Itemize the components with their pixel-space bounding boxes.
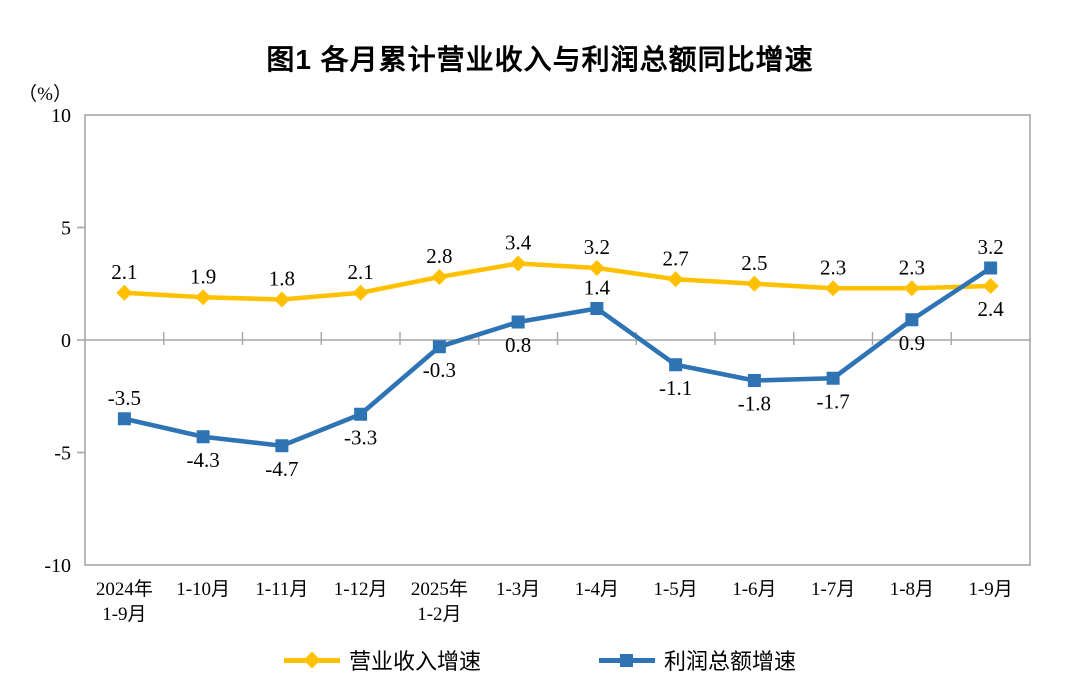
profit-marker <box>826 371 840 385</box>
revenue-marker <box>982 278 999 294</box>
profit-data-label: -3.3 <box>344 425 377 449</box>
profit-data-label: 3.2 <box>978 235 1004 259</box>
x-axis-label: 1-9月 <box>968 579 1012 600</box>
revenue-data-label: 1.8 <box>269 267 295 291</box>
profit-data-label: -4.7 <box>265 457 298 481</box>
profit-data-label: -3.5 <box>108 386 141 410</box>
diamond-marker-icon <box>303 651 321 669</box>
y-axis-tick-label: 5 <box>61 218 71 240</box>
profit-legend-label: 利润总额增速 <box>664 649 797 674</box>
revenue-marker <box>431 269 448 285</box>
revenue-marker <box>825 280 842 297</box>
profit-data-label: -4.3 <box>187 448 220 472</box>
x-axis-label: 2024年 1-9月 <box>96 578 153 625</box>
revenue-data-label: 3.2 <box>584 235 610 259</box>
revenue-data-label: 2.3 <box>820 255 846 279</box>
x-axis-label: 1-5月 <box>653 579 697 600</box>
revenue-data-label: 2.1 <box>348 260 374 284</box>
profit-marker <box>905 313 919 327</box>
x-axis-label: 2025年 1-2月 <box>411 578 468 625</box>
revenue-data-label: 2.8 <box>426 244 452 268</box>
profit-marker <box>196 430 210 444</box>
square-marker-icon <box>620 653 633 667</box>
profit-marker <box>432 340 446 354</box>
profit-marker <box>669 358 683 372</box>
legend-item-profit: 利润总额增速 <box>599 644 796 676</box>
profit-marker <box>275 439 289 453</box>
revenue-marker <box>667 271 684 288</box>
revenue-data-label: 2.1 <box>111 260 137 284</box>
x-axis-label: 1-6月 <box>732 579 776 600</box>
x-axis-label: 1-11月 <box>255 579 308 600</box>
profit-data-label: 0.8 <box>505 333 531 357</box>
profit-data-label: -1.7 <box>817 389 850 413</box>
profit-data-label: -1.8 <box>738 392 771 416</box>
revenue-marker <box>352 284 369 301</box>
revenue-marker <box>510 255 527 272</box>
profit-data-label: 0.9 <box>899 331 925 355</box>
revenue-data-label: 2.7 <box>663 246 689 270</box>
x-axis-label: 1-12月 <box>334 579 388 600</box>
revenue-legend-marker-icon <box>283 651 340 669</box>
profit-series-line <box>123 266 992 449</box>
revenue-series-line <box>124 261 991 302</box>
revenue-marker <box>273 291 290 308</box>
y-axis-tick-label: 10 <box>51 105 71 127</box>
profit-marker <box>747 374 761 387</box>
revenue-marker <box>903 280 920 297</box>
revenue-data-label: 1.9 <box>190 264 216 288</box>
profit-marker <box>511 315 525 329</box>
chart-legend: 营业收入增速 利润总额增速 <box>0 644 1080 676</box>
revenue-marker <box>746 275 763 292</box>
x-axis-label: 1-10月 <box>176 579 230 600</box>
profit-marker <box>590 302 604 315</box>
x-axis-label: 1-8月 <box>890 579 934 600</box>
revenue-data-label: 2.4 <box>978 297 1005 321</box>
revenue-data-label: 3.4 <box>505 231 532 255</box>
chart-title: 图1 各月累计营业收入与利润总额同比增速 <box>266 44 814 75</box>
chart-plot-area: 10 5 0 -5 -10 （%） 2024年 1-9月 1-10月 1-11月 1-12月 2025… <box>18 83 1031 625</box>
profit-legend-marker-icon <box>599 652 655 669</box>
y-axis-tick-label: 0 <box>61 330 71 352</box>
x-axis-label: 1-3月 <box>496 579 540 600</box>
y-axis-tick-label: -5 <box>54 443 71 465</box>
profit-marker <box>984 261 998 275</box>
y-axis-tick-label: -10 <box>44 555 71 577</box>
revenue-data-label: 2.5 <box>741 251 767 275</box>
legend-item-revenue: 营业收入增速 <box>283 644 481 676</box>
revenue-data-label: 2.3 <box>899 255 925 279</box>
revenue-marker <box>116 284 133 301</box>
profit-data-label: -1.1 <box>659 376 692 400</box>
profit-data-label: 1.4 <box>584 276 611 300</box>
revenue-legend-label: 营业收入增速 <box>348 649 481 674</box>
x-axis-label: 1-4月 <box>575 579 619 600</box>
profit-data-label: -0.3 <box>423 358 456 382</box>
profit-marker <box>354 407 368 421</box>
profit-marker <box>117 412 131 426</box>
y-axis-unit-label: （%） <box>18 83 72 105</box>
revenue-marker <box>588 260 605 276</box>
x-axis-label: 1-7月 <box>811 579 855 600</box>
revenue-marker <box>195 289 212 306</box>
